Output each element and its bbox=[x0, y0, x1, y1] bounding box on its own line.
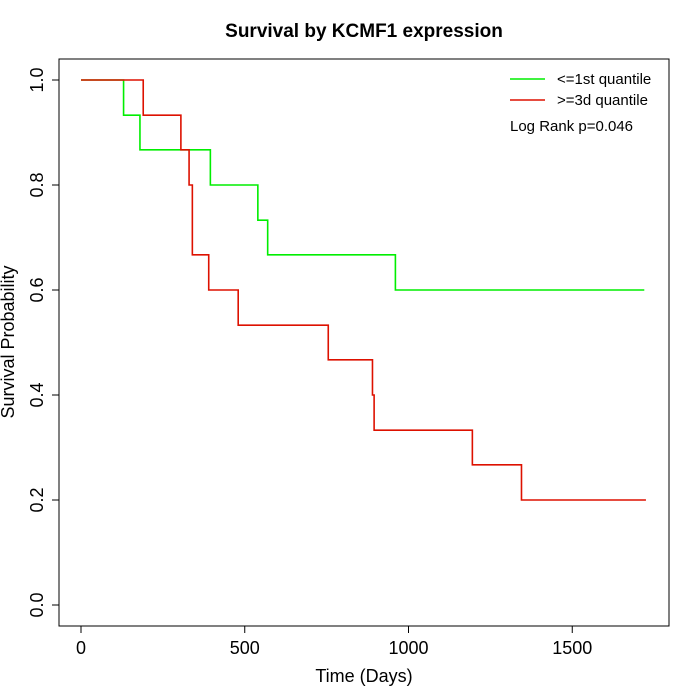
survival-curve-lower-quantile bbox=[81, 79, 645, 291]
x-axis: 0 500 1000 1500 bbox=[76, 625, 592, 658]
x-tick-label: 1000 bbox=[388, 638, 428, 658]
y-axis-label: Survival Probability bbox=[0, 265, 18, 418]
x-tick-label: 1500 bbox=[552, 638, 592, 658]
log-rank-annotation: Log Rank p=0.046 bbox=[510, 118, 633, 135]
y-tick-label: 0.4 bbox=[27, 382, 47, 407]
chart-title: Survival by KCMF1 expression bbox=[225, 21, 503, 42]
legend: <=1st quantile >=3d quantile bbox=[510, 71, 651, 109]
series-layer bbox=[81, 79, 646, 501]
y-tick-label: 0.2 bbox=[27, 487, 47, 512]
y-tick-label: 0.8 bbox=[27, 172, 47, 197]
x-tick-label: 500 bbox=[230, 638, 260, 658]
plot-frame bbox=[58, 58, 670, 627]
survival-curve-upper-quantile bbox=[81, 79, 646, 501]
y-tick-label: 1.0 bbox=[27, 67, 47, 92]
y-tick-label: 0.0 bbox=[27, 592, 47, 617]
y-axis: 0.0 0.2 0.4 0.6 0.8 1.0 bbox=[27, 67, 60, 618]
legend-label-lower-quantile: <=1st quantile bbox=[557, 71, 651, 88]
y-tick-label: 0.6 bbox=[27, 277, 47, 302]
legend-label-upper-quantile: >=3d quantile bbox=[557, 92, 648, 109]
x-tick-label: 0 bbox=[76, 638, 86, 658]
x-axis-label: Time (Days) bbox=[315, 666, 412, 686]
